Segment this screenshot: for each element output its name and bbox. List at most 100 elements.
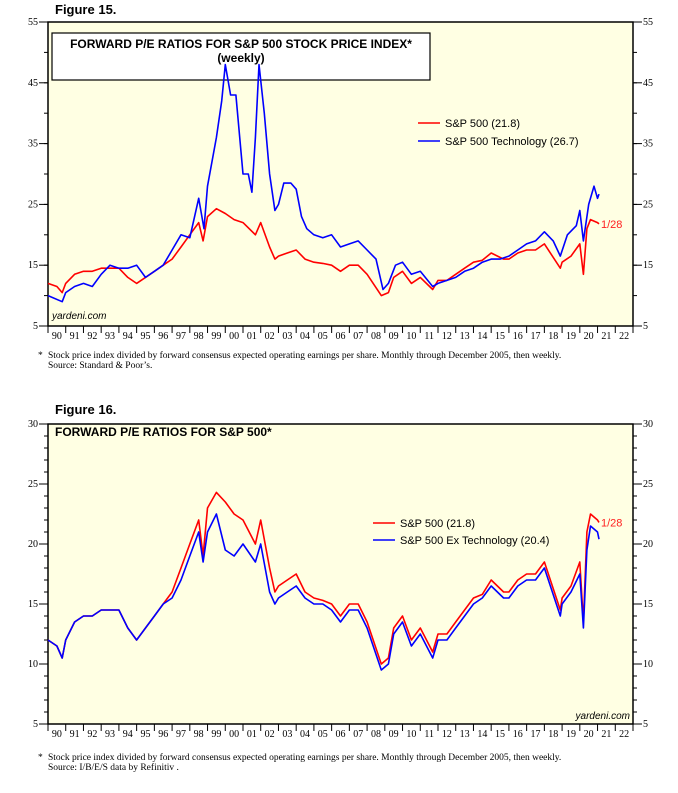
y-tick-label-left: 10 (28, 659, 38, 670)
x-tick-label: 04 (300, 729, 310, 740)
x-tick-label: 18 (548, 729, 558, 740)
x-tick-label: 12 (442, 331, 452, 342)
y-tick-label-right: 15 (643, 260, 653, 271)
series-line-sp500 (47, 207, 600, 297)
y-tick-label-left: 5 (33, 719, 38, 730)
x-tick-label: 10 (406, 729, 416, 740)
y-tick-label-right: 25 (643, 199, 653, 210)
x-tick-label: 92 (87, 729, 97, 740)
x-tick-label: 20 (584, 331, 594, 342)
x-tick-label: 97 (176, 729, 186, 740)
x-tick-label: 04 (300, 331, 310, 342)
x-tick-label: 09 (389, 729, 399, 740)
x-tick-label: 96 (158, 331, 168, 342)
x-tick-label: 96 (158, 729, 168, 740)
y-tick-label-left: 25 (28, 199, 38, 210)
x-tick-label: 03 (282, 331, 292, 342)
y-tick-label-right: 35 (643, 139, 653, 150)
x-tick-label: 08 (371, 729, 381, 740)
x-tick-label: 01 (247, 729, 257, 740)
x-tick-label: 22 (619, 729, 629, 740)
footnote: Stock price index divided by forward con… (48, 350, 561, 361)
y-tick-label-left: 35 (28, 139, 38, 150)
x-tick-label: 09 (389, 331, 399, 342)
footnote-asterisk: * (38, 753, 43, 763)
source-note: Source: I/B/E/S data by Refinitiv . (48, 762, 179, 773)
x-tick-label: 16 (513, 729, 523, 740)
x-tick-label: 20 (584, 729, 594, 740)
end-date-label: 1/28 (601, 219, 622, 231)
x-tick-label: 05 (318, 729, 328, 740)
x-tick-label: 99 (211, 729, 221, 740)
series-line-comparison (47, 63, 600, 303)
x-tick-label: 06 (336, 331, 346, 342)
x-tick-label: 08 (371, 331, 381, 342)
x-tick-label: 07 (353, 331, 363, 342)
x-tick-label: 02 (265, 331, 275, 342)
y-tick-label-right: 10 (643, 659, 653, 670)
x-tick-label: 21 (601, 331, 611, 342)
x-tick-label: 97 (176, 331, 186, 342)
chart-title: FORWARD P/E RATIOS FOR S&P 500* (55, 425, 272, 439)
x-tick-label: 93 (105, 331, 115, 342)
figure-label: Figure 15. (55, 2, 116, 17)
x-tick-label: 98 (194, 331, 204, 342)
y-tick-label-right: 45 (643, 78, 653, 89)
x-tick-label: 12 (442, 729, 452, 740)
x-tick-label: 19 (566, 331, 576, 342)
x-tick-label: 13 (460, 331, 470, 342)
x-tick-label: 14 (477, 729, 487, 740)
y-tick-label-right: 20 (643, 539, 653, 550)
chart-subtitle: (weekly) (217, 51, 264, 65)
y-tick-label-left: 55 (28, 17, 38, 28)
y-tick-label-right: 5 (643, 321, 648, 332)
x-tick-label: 21 (601, 729, 611, 740)
footnote: Stock price index divided by forward con… (48, 752, 561, 763)
x-tick-label: 07 (353, 729, 363, 740)
y-tick-label-right: 15 (643, 599, 653, 610)
x-tick-label: 98 (194, 729, 204, 740)
y-tick-label-left: 20 (28, 539, 38, 550)
y-tick-label-left: 45 (28, 78, 38, 89)
x-tick-label: 13 (460, 729, 470, 740)
x-tick-label: 11 (424, 729, 434, 740)
x-tick-label: 18 (548, 331, 558, 342)
x-tick-label: 95 (141, 331, 151, 342)
y-tick-label-left: 15 (28, 599, 38, 610)
x-tick-label: 15 (495, 331, 505, 342)
y-tick-label-right: 55 (643, 17, 653, 28)
x-tick-label: 10 (406, 331, 416, 342)
x-tick-label: 91 (70, 331, 80, 342)
chart-title: FORWARD P/E RATIOS FOR S&P 500 STOCK PRI… (70, 37, 412, 51)
legend-label: S&P 500 Technology (26.7) (445, 136, 579, 148)
brand-watermark: yardeni.com (575, 711, 630, 722)
end-date-label: 1/28 (601, 517, 622, 529)
x-tick-label: 02 (265, 729, 275, 740)
x-tick-label: 14 (477, 331, 487, 342)
x-tick-label: 06 (336, 729, 346, 740)
x-tick-label: 91 (70, 729, 80, 740)
x-tick-label: 93 (105, 729, 115, 740)
y-tick-label-left: 15 (28, 260, 38, 271)
x-tick-label: 95 (141, 729, 151, 740)
x-tick-label: 17 (531, 729, 541, 740)
x-tick-label: 16 (513, 331, 523, 342)
x-tick-label: 15 (495, 729, 505, 740)
x-tick-label: 92 (87, 331, 97, 342)
x-tick-label: 94 (123, 729, 133, 740)
figure-label: Figure 16. (55, 402, 116, 417)
y-tick-label-left: 5 (33, 321, 38, 332)
y-tick-label-right: 5 (643, 719, 648, 730)
x-tick-label: 19 (566, 729, 576, 740)
x-tick-label: 11 (424, 331, 434, 342)
x-tick-label: 00 (229, 729, 239, 740)
legend-label: S&P 500 Ex Technology (20.4) (400, 535, 549, 547)
title-box (51, 32, 431, 81)
footnote-asterisk: * (38, 351, 43, 361)
x-tick-label: 90 (52, 729, 62, 740)
x-tick-label: 17 (531, 331, 541, 342)
y-tick-label-left: 30 (28, 419, 38, 430)
x-tick-label: 03 (282, 729, 292, 740)
x-tick-label: 05 (318, 331, 328, 342)
